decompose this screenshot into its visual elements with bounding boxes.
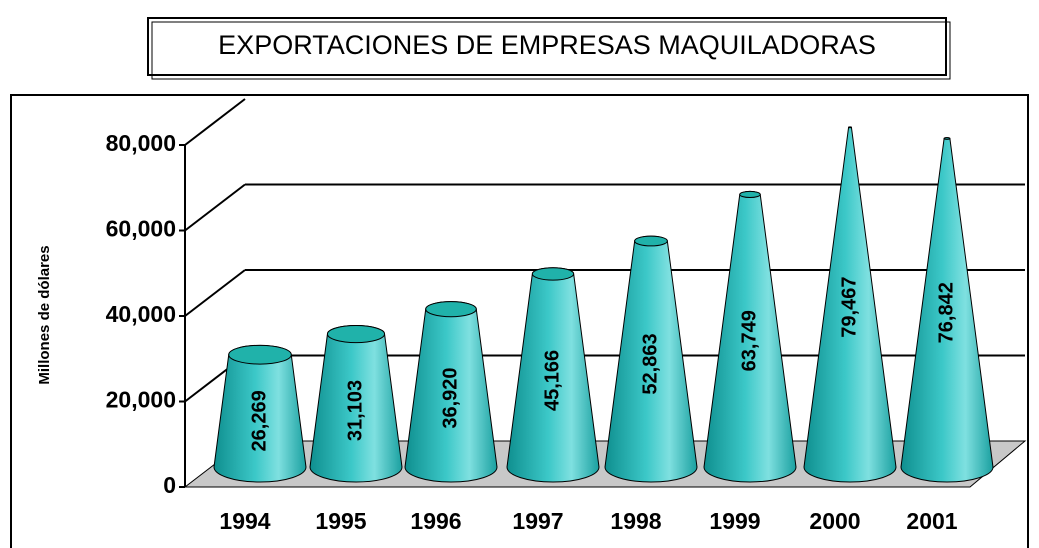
grid-line	[184, 183, 246, 232]
x-tick-label: 2001	[906, 508, 957, 534]
y-tick-label: 40,000	[106, 301, 176, 327]
grid-line	[184, 269, 246, 317]
plot-frame	[10, 94, 1029, 548]
x-tick-label: 2000	[809, 508, 860, 534]
value-label: 63,749	[738, 310, 760, 371]
x-tick-label: 1998	[610, 508, 661, 534]
value-label: 36,920	[439, 367, 461, 428]
bar-top	[848, 126, 852, 129]
bar-top	[326, 324, 386, 344]
bar-top	[739, 190, 761, 199]
y-tick-label: 80,000	[106, 130, 176, 156]
bar-top	[943, 137, 951, 140]
title-shadow	[151, 21, 951, 80]
bar-top	[634, 235, 668, 247]
title-box	[147, 17, 947, 76]
x-tick-label: 1995	[315, 508, 366, 534]
x-tick-label: 1997	[512, 508, 563, 534]
value-label: 31,103	[344, 380, 366, 441]
bar-top	[425, 301, 477, 318]
value-label: 52,863	[639, 333, 661, 394]
value-label: 79,467	[838, 277, 860, 338]
x-tick-label: 1996	[410, 508, 461, 534]
value-label: 76,842	[935, 282, 957, 343]
y-tick-label: 60,000	[106, 216, 176, 242]
bar-top	[228, 344, 292, 365]
value-label: 45,166	[541, 350, 563, 411]
y-axis-label: Millones de dólares	[36, 245, 53, 384]
chart-title: EXPORTACIONES DE EMPRESAS MAQUILADORAS	[218, 30, 876, 60]
x-tick-label: 1994	[219, 508, 270, 534]
bar-top	[531, 267, 575, 281]
y-tick-label: 0	[163, 472, 176, 498]
value-label: 26,269	[248, 390, 270, 451]
grid-line	[184, 98, 246, 146]
x-tick-label: 1999	[709, 508, 760, 534]
y-tick-label: 20,000	[106, 387, 176, 413]
